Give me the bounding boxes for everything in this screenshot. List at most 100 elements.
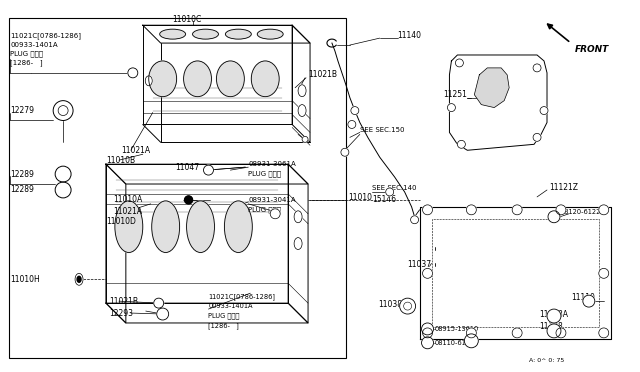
Ellipse shape (257, 29, 283, 39)
Circle shape (547, 324, 561, 338)
Circle shape (55, 182, 71, 198)
Text: PLUG プラグ: PLUG プラグ (248, 171, 282, 177)
Ellipse shape (294, 238, 302, 250)
Text: 12289: 12289 (10, 186, 34, 195)
Circle shape (351, 107, 359, 115)
Text: 08931-3061A: 08931-3061A (248, 161, 296, 167)
Text: 11038: 11038 (378, 299, 402, 309)
Text: 00933-1401A: 00933-1401A (10, 42, 58, 48)
Circle shape (599, 328, 609, 338)
Circle shape (348, 121, 356, 128)
Text: PLUG プラグ: PLUG プラグ (10, 51, 44, 57)
Circle shape (341, 148, 349, 156)
Polygon shape (288, 164, 308, 323)
Text: 00933-1401A: 00933-1401A (209, 303, 253, 309)
Circle shape (184, 196, 193, 204)
Circle shape (411, 216, 419, 224)
Circle shape (58, 106, 68, 116)
Ellipse shape (294, 211, 302, 223)
Polygon shape (474, 68, 509, 108)
Text: 08110-61210: 08110-61210 (435, 340, 479, 346)
Circle shape (547, 309, 561, 323)
Text: 11047: 11047 (175, 163, 200, 171)
Polygon shape (106, 164, 126, 323)
Circle shape (422, 323, 433, 335)
Text: PLUG プラグ: PLUG プラグ (209, 313, 240, 319)
Text: 15146: 15146 (372, 195, 396, 204)
Text: 11110: 11110 (571, 293, 595, 302)
Circle shape (157, 308, 169, 320)
Circle shape (386, 188, 394, 196)
Text: 11010C: 11010C (173, 15, 202, 24)
Text: B: B (552, 214, 556, 219)
Ellipse shape (145, 76, 152, 86)
Ellipse shape (77, 276, 81, 282)
Text: 11140: 11140 (397, 31, 422, 40)
Circle shape (467, 205, 476, 215)
Circle shape (128, 68, 138, 78)
Ellipse shape (187, 201, 214, 253)
Text: 11021B: 11021B (308, 70, 337, 79)
Text: 11010D: 11010D (106, 217, 136, 226)
Text: 11128: 11128 (539, 323, 563, 331)
Text: N: N (425, 326, 430, 331)
Text: 12279: 12279 (10, 106, 35, 115)
Ellipse shape (298, 85, 306, 97)
Circle shape (540, 107, 548, 115)
Circle shape (399, 298, 415, 314)
Text: 11251: 11251 (444, 90, 467, 99)
Polygon shape (106, 164, 308, 184)
Circle shape (467, 328, 476, 338)
Ellipse shape (184, 61, 211, 97)
Text: 11010B: 11010B (106, 156, 135, 165)
Circle shape (533, 134, 541, 141)
Ellipse shape (225, 201, 252, 253)
Ellipse shape (115, 201, 143, 253)
Circle shape (447, 104, 456, 112)
Circle shape (548, 211, 560, 223)
Circle shape (422, 337, 433, 349)
Circle shape (458, 140, 465, 148)
Ellipse shape (75, 273, 83, 285)
Text: [1286-   ]: [1286- ] (10, 60, 43, 66)
Circle shape (154, 298, 164, 308)
Circle shape (422, 328, 433, 338)
Text: 11010A: 11010A (113, 195, 142, 204)
Circle shape (465, 334, 478, 348)
Ellipse shape (216, 61, 244, 97)
Text: 11021A: 11021A (113, 207, 142, 216)
Text: 11010: 11010 (348, 193, 372, 202)
Text: 12293: 12293 (109, 308, 133, 318)
Text: 12289: 12289 (10, 170, 34, 179)
Circle shape (204, 165, 214, 175)
Polygon shape (106, 303, 308, 323)
Ellipse shape (160, 29, 186, 39)
Text: 11121Z: 11121Z (549, 183, 578, 192)
Circle shape (270, 209, 280, 219)
Text: 11010H: 11010H (10, 275, 40, 284)
Text: SEE SEC.140: SEE SEC.140 (372, 185, 416, 191)
Circle shape (599, 205, 609, 215)
Polygon shape (420, 207, 611, 339)
Ellipse shape (302, 137, 308, 142)
Text: 11128A: 11128A (539, 310, 568, 318)
Text: 11021A: 11021A (121, 146, 150, 155)
Ellipse shape (252, 61, 279, 97)
Text: 11037: 11037 (408, 260, 432, 269)
Ellipse shape (225, 29, 252, 39)
Circle shape (456, 59, 463, 67)
Circle shape (55, 166, 71, 182)
Circle shape (583, 295, 595, 307)
Circle shape (422, 205, 433, 215)
Text: 08931-3041A: 08931-3041A (248, 197, 296, 203)
Polygon shape (143, 25, 292, 125)
Polygon shape (449, 55, 547, 150)
Circle shape (533, 64, 541, 72)
Polygon shape (143, 25, 310, 43)
Polygon shape (106, 164, 288, 303)
Ellipse shape (193, 29, 218, 39)
Circle shape (422, 268, 433, 278)
Circle shape (556, 328, 566, 338)
Circle shape (404, 302, 412, 310)
Text: 11021C[0786-1286]: 11021C[0786-1286] (209, 293, 275, 299)
